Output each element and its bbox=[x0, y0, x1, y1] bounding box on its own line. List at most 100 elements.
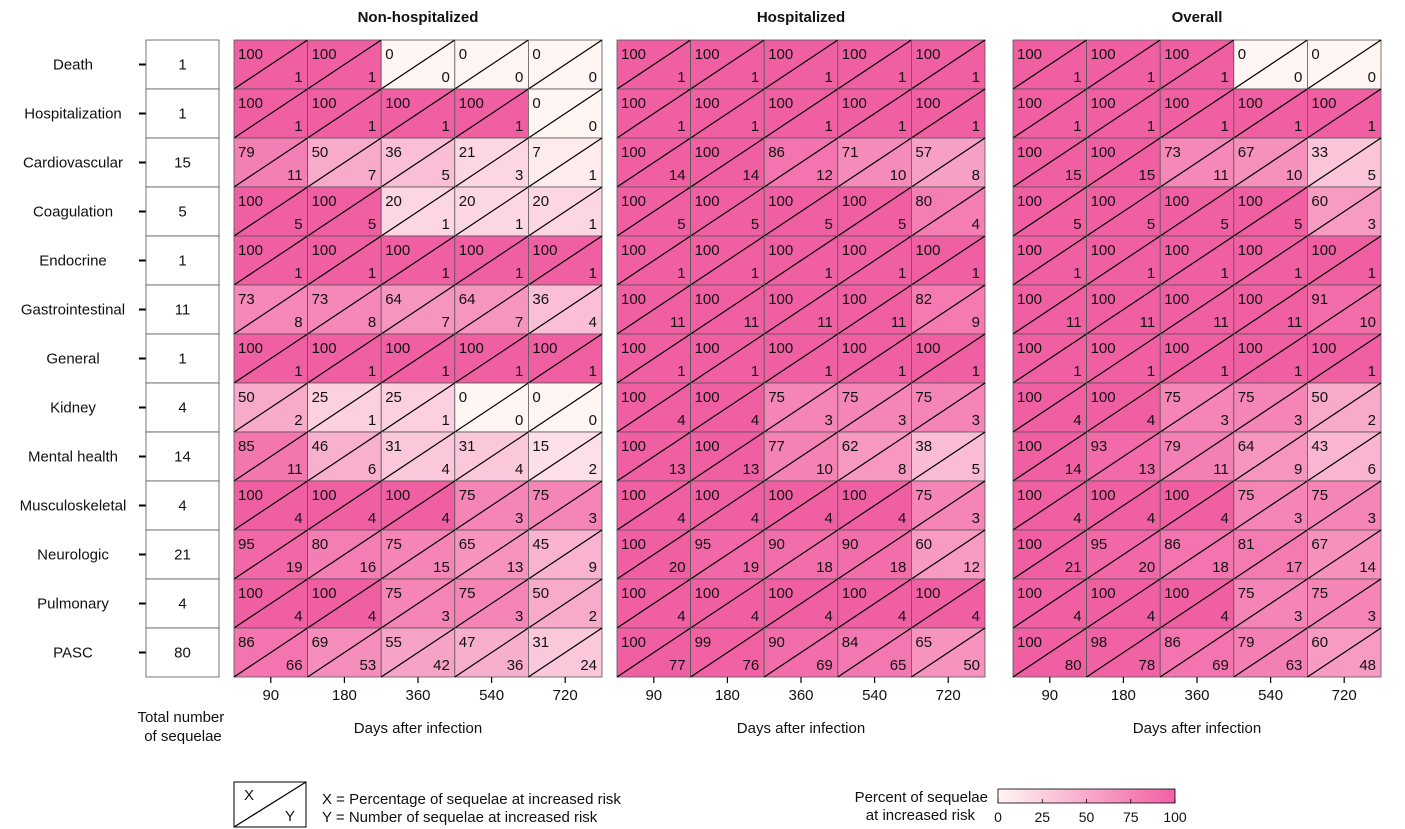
cell-percent-label: 31 bbox=[459, 438, 476, 455]
cell-diagonal bbox=[233, 235, 308, 286]
cell-count-label: 1 bbox=[824, 118, 832, 135]
cell-percent-label: 31 bbox=[385, 438, 402, 455]
cell-diagonal bbox=[1159, 235, 1235, 286]
cell-count-label: 1 bbox=[1147, 69, 1155, 86]
cell-count-label: 14 bbox=[1359, 559, 1376, 576]
cell-diagonal bbox=[911, 333, 986, 384]
cell-diagonal bbox=[1307, 137, 1382, 188]
cell-percent-label: 100 bbox=[842, 585, 867, 602]
cell-percent-label: 100 bbox=[621, 144, 646, 161]
cell-count-label: 80 bbox=[1065, 657, 1082, 674]
cell-diagonal bbox=[1086, 39, 1161, 90]
cell-count-label: 1 bbox=[441, 363, 449, 380]
cell-count-label: 11 bbox=[1213, 314, 1229, 331]
x-tick-label: 360 bbox=[788, 687, 813, 704]
cell-percent-label: 73 bbox=[238, 291, 255, 308]
cell-diagonal bbox=[528, 431, 603, 482]
colorbar-tick-label: 50 bbox=[1079, 809, 1095, 825]
cell-percent-label: 100 bbox=[238, 585, 263, 602]
cell-diagonal bbox=[528, 186, 603, 237]
cell-percent-label: 85 bbox=[238, 438, 255, 455]
cell-diagonal bbox=[763, 627, 839, 678]
cell-count-label: 4 bbox=[1073, 608, 1081, 625]
cell-count-label: 10 bbox=[890, 167, 907, 184]
cell-percent-label: 75 bbox=[768, 389, 785, 406]
cell-percent-label: 100 bbox=[1164, 340, 1189, 357]
cell-percent-label: 100 bbox=[1017, 242, 1042, 259]
cell-count-label: 1 bbox=[677, 118, 685, 135]
cell-percent-label: 67 bbox=[1311, 536, 1328, 553]
cell-count-label: 14 bbox=[669, 167, 686, 184]
total-cell bbox=[145, 431, 220, 482]
colorbar-tick-label: 75 bbox=[1123, 809, 1139, 825]
cell-count-label: 1 bbox=[972, 363, 980, 380]
cell-count-label: 0 bbox=[515, 412, 523, 429]
cell-count-label: 69 bbox=[1212, 657, 1229, 674]
cell-diagonal bbox=[454, 333, 529, 384]
cell-count-label: 10 bbox=[1286, 167, 1303, 184]
cell-percent-label: 7 bbox=[532, 144, 540, 161]
cell-percent-label: 100 bbox=[385, 242, 410, 259]
cell-count-label: 1 bbox=[751, 265, 759, 282]
cell-percent-label: 90 bbox=[768, 634, 785, 651]
cell-count-label: 4 bbox=[972, 608, 980, 625]
cell-diagonal bbox=[1159, 284, 1235, 335]
cell-percent-label: 75 bbox=[1238, 389, 1255, 406]
cell-percent-label: 33 bbox=[1311, 144, 1328, 161]
cell-percent-label: 50 bbox=[238, 389, 255, 406]
cell-count-label: 15 bbox=[1065, 167, 1082, 184]
total-cell bbox=[145, 88, 220, 139]
cell-percent-label: 100 bbox=[768, 95, 793, 112]
x-tick-label: 720 bbox=[1332, 687, 1357, 704]
cell-percent-label: 100 bbox=[1238, 193, 1263, 210]
cell-count-label: 1 bbox=[1073, 363, 1081, 380]
total-cell bbox=[145, 529, 220, 580]
cell-diagonal bbox=[307, 333, 382, 384]
total-value: 21 bbox=[174, 547, 191, 564]
cell-percent-label: 62 bbox=[842, 438, 859, 455]
cell-percent-label: 100 bbox=[1091, 242, 1116, 259]
cell-diagonal bbox=[1012, 39, 1087, 90]
cell-count-label: 1 bbox=[368, 69, 376, 86]
cell-count-label: 2 bbox=[589, 608, 597, 625]
cell-diagonal bbox=[307, 578, 382, 629]
cell-count-label: 5 bbox=[1073, 216, 1081, 233]
cell-percent-label: 100 bbox=[1311, 95, 1336, 112]
cell-percent-label: 55 bbox=[385, 634, 402, 651]
panel-title: Overall bbox=[1172, 9, 1223, 26]
panel-title: Hospitalized bbox=[757, 9, 845, 26]
row-label: Death bbox=[53, 57, 93, 74]
cell-diagonal bbox=[1086, 186, 1161, 237]
cell-percent-label: 100 bbox=[621, 389, 646, 406]
panels: Non-hospitalized100110010000001001100110… bbox=[233, 9, 1382, 737]
cell-count-label: 5 bbox=[294, 216, 302, 233]
cell-percent-label: 100 bbox=[1311, 340, 1336, 357]
cell-diagonal bbox=[233, 627, 308, 678]
cell-count-label: 5 bbox=[751, 216, 759, 233]
cell-count-label: 14 bbox=[1065, 461, 1082, 478]
cell-diagonal bbox=[454, 186, 529, 237]
cell-diagonal bbox=[380, 431, 456, 482]
cell-count-label: 6 bbox=[368, 461, 376, 478]
cell-diagonal bbox=[911, 137, 986, 188]
cell-count-label: 2 bbox=[294, 412, 302, 429]
total-cell bbox=[145, 235, 220, 286]
cell-diagonal bbox=[1307, 382, 1382, 433]
cell-diagonal bbox=[233, 39, 308, 90]
total-value: 15 bbox=[174, 155, 191, 172]
cell-diagonal bbox=[528, 382, 603, 433]
x-tick-label: 90 bbox=[645, 687, 662, 704]
cell-percent-label: 84 bbox=[842, 634, 859, 651]
x-tick-label: 540 bbox=[479, 687, 504, 704]
cell-percent-label: 100 bbox=[842, 193, 867, 210]
total-value: 1 bbox=[178, 253, 186, 270]
cell-diagonal bbox=[1012, 137, 1087, 188]
cell-percent-label: 73 bbox=[312, 291, 329, 308]
total-cell bbox=[145, 480, 220, 531]
total-value: 11 bbox=[175, 302, 191, 319]
cell-count-label: 1 bbox=[1073, 69, 1081, 86]
cell-count-label: 1 bbox=[824, 265, 832, 282]
cell-diagonal bbox=[1307, 88, 1382, 139]
cell-diagonal bbox=[528, 578, 603, 629]
cell-diagonal bbox=[690, 235, 765, 286]
